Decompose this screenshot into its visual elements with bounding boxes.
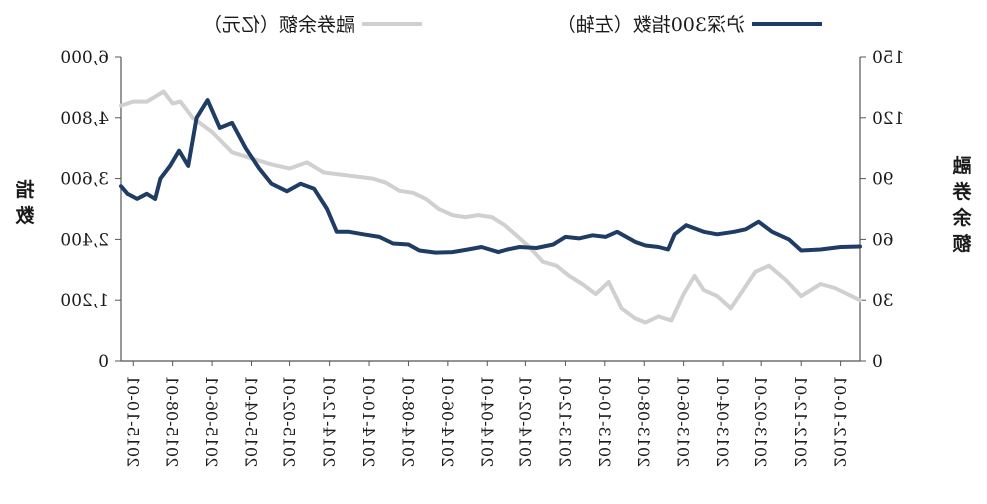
right-axis-title: 指数 [15, 179, 35, 227]
x-tick-label: 2014-02-01 [515, 375, 534, 467]
x-tick-label: 2013-08-01 [634, 375, 653, 467]
left-title-char: 额 [952, 232, 971, 255]
x-axis-ticks: 2012-10-01 2012-12-01 2013-02-01 2013-04-01… [123, 361, 850, 467]
x-tick-label: 2014-12-01 [320, 375, 339, 467]
right-tick-label: 6,000 [60, 48, 109, 68]
right-tick-label: 1,200 [60, 291, 109, 311]
series-line-index [119, 98, 862, 255]
right-axis-ticks: 0 1,200 2,400 3,600 4,800 6,000 [60, 48, 121, 372]
left-title-char: 融 [952, 155, 971, 177]
x-tick-label: 2015-04-01 [241, 375, 260, 467]
x-tick-label: 2013-10-01 [595, 375, 614, 467]
series-line-balance [119, 89, 862, 325]
right-tick-label: 0 [98, 352, 109, 372]
x-tick-label: 2012-10-01 [831, 375, 850, 467]
left-tick-label: 0 [872, 352, 883, 372]
right-title-char: 数 [15, 204, 35, 227]
left-tick-label: 120 [872, 109, 904, 129]
left-tick-label: 60 [872, 230, 894, 250]
legend-label-index: 沪深300指数（左轴） [557, 14, 745, 36]
axes [120, 57, 861, 362]
x-tick-label: 2014-06-01 [438, 375, 457, 467]
x-tick-label: 2015-08-01 [163, 375, 182, 467]
x-tick-label: 2014-10-01 [359, 375, 378, 467]
right-title-char: 指 [15, 179, 34, 201]
left-tick-label: 150 [872, 48, 904, 68]
x-tick-label: 2013-12-01 [555, 375, 574, 467]
left-axis-ticks: 0 30 60 90 120 150 [860, 48, 904, 372]
x-tick-label: 2012-12-01 [791, 375, 810, 467]
x-tick-label: 2015-06-01 [202, 375, 221, 467]
x-tick-label: 2013-02-01 [751, 375, 770, 467]
right-tick-label: 2,400 [60, 230, 109, 250]
left-title-char: 券 [952, 180, 973, 203]
x-tick-label: 2014-04-01 [477, 375, 496, 467]
x-tick-label: 2015-10-01 [123, 375, 142, 467]
left-tick-label: 90 [872, 170, 894, 190]
left-tick-label: 30 [872, 291, 894, 311]
left-title-char: 余 [952, 206, 973, 229]
x-tick-label: 2015-02-01 [280, 375, 299, 467]
series-layer [119, 89, 862, 325]
legend-label-balance: 融券余额（亿元） [203, 14, 355, 36]
legend: 沪深300指数（左轴） 融券余额（亿元） [203, 14, 822, 36]
left-axis-title: 融券余额 [952, 155, 973, 255]
right-tick-label: 3,600 [60, 170, 109, 190]
x-tick-label: 2013-06-01 [674, 375, 693, 467]
x-tick-label: 2013-04-01 [713, 375, 732, 467]
right-tick-label: 4,800 [60, 109, 109, 129]
x-tick-label: 2014-08-01 [398, 375, 417, 467]
